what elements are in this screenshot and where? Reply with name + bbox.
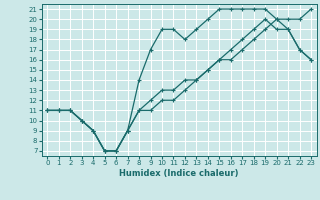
X-axis label: Humidex (Indice chaleur): Humidex (Indice chaleur) [119,169,239,178]
